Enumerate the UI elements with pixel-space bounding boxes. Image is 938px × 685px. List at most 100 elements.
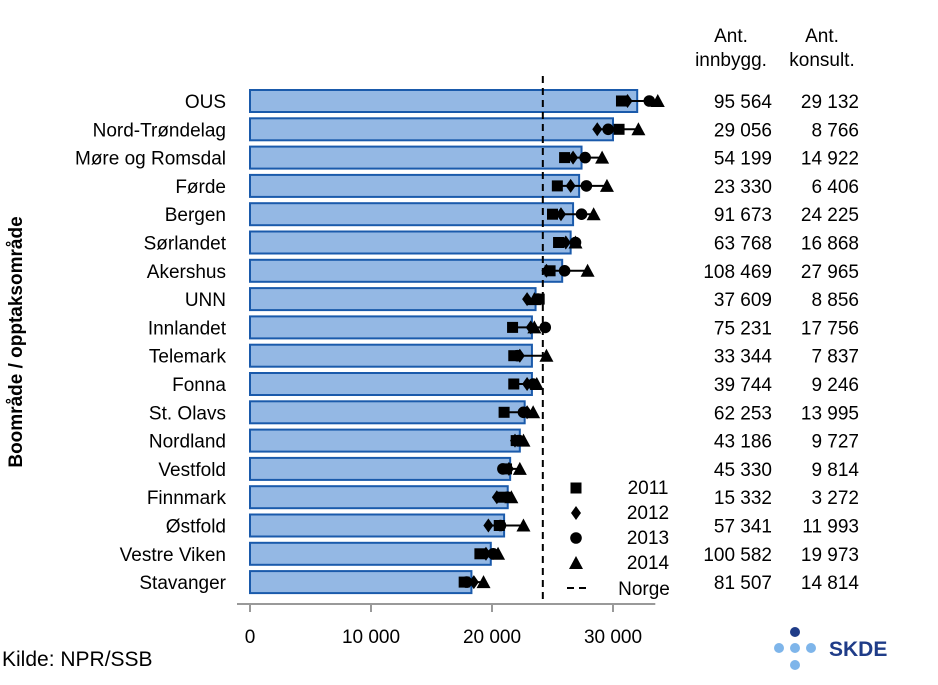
bar — [249, 202, 575, 227]
bar — [249, 485, 509, 510]
innbyggere-value: 91 673 — [714, 205, 772, 226]
bar — [249, 372, 533, 396]
bar — [249, 400, 526, 425]
category-label: Nordland — [149, 432, 226, 453]
category-label: Innlandet — [148, 318, 227, 339]
innbyggere-value: 108 469 — [703, 262, 772, 283]
category-label: Stavanger — [139, 573, 226, 594]
category-label: UNN — [185, 290, 226, 311]
x-axis: 0 10 000 20 000 30 000 — [237, 603, 656, 648]
marker-2012 — [622, 94, 633, 108]
innbyggere-value: 39 744 — [714, 375, 773, 396]
marker-2011 — [551, 180, 563, 192]
marker-2011 — [547, 208, 558, 220]
marker-2013 — [517, 406, 530, 419]
category-label: Møre og Romsdal — [75, 149, 226, 170]
innbyggere-value: 63 768 — [714, 234, 772, 255]
category-label: Østfold — [166, 517, 226, 538]
marker-2012 — [565, 178, 576, 193]
bar — [249, 230, 572, 255]
konsultasjoner-value: 6 406 — [811, 177, 859, 198]
marker-2014 — [529, 377, 544, 390]
category-label: Sørlandet — [144, 234, 227, 255]
logo-dot — [790, 660, 800, 670]
marker-2014 — [527, 320, 542, 334]
innbyggere-value: 54 199 — [714, 149, 772, 170]
category-label: Telemark — [149, 347, 227, 368]
marker-2013 — [580, 180, 593, 192]
innbyggere-value: 37 609 — [714, 290, 772, 311]
category-label: Vestre Viken — [120, 545, 226, 566]
marker-2011 — [498, 406, 510, 418]
konsultasjoner-value: 9 727 — [811, 432, 859, 453]
logo-dot — [806, 643, 816, 653]
marker-2014 — [526, 405, 541, 419]
x-tick-label: 10 000 — [342, 627, 400, 648]
bar — [249, 541, 492, 566]
bar — [249, 117, 614, 142]
marker-2012 — [480, 546, 491, 561]
x-tick-label: 30 000 — [584, 627, 642, 648]
legend-marker-2014 — [569, 556, 583, 569]
konsultasjoner-value: 13 995 — [801, 403, 859, 424]
marker-2012 — [541, 263, 552, 278]
category-label: Finnmark — [147, 488, 227, 509]
innbyggere-value: 62 253 — [714, 403, 772, 424]
marker-2013 — [602, 123, 614, 136]
bar — [249, 287, 537, 312]
marker-2013 — [539, 321, 552, 334]
logo-dot — [774, 643, 784, 653]
marker-2011 — [613, 123, 625, 135]
marker-2012 — [555, 207, 566, 222]
marker-2014 — [476, 575, 491, 589]
bars-group — [249, 89, 639, 595]
marker-2013 — [460, 576, 473, 588]
bar — [249, 456, 512, 481]
category-label: Førde — [175, 177, 226, 198]
header-innbyggere: innbygg. — [695, 50, 767, 71]
bar — [249, 343, 533, 368]
logo-dot — [790, 627, 800, 637]
marker-2011 — [507, 321, 519, 333]
legend-marker-2013 — [570, 532, 582, 544]
marker-2014 — [650, 94, 665, 107]
innbyggere-value: 75 231 — [714, 318, 772, 339]
marker-2012 — [560, 235, 571, 250]
marker-2012 — [483, 518, 494, 533]
marker-2014 — [631, 122, 646, 136]
header-innbyggere: Ant. — [714, 26, 748, 47]
marker-2012 — [592, 122, 603, 137]
marker-2011 — [559, 152, 571, 164]
innbyggere-value: 95 564 — [714, 92, 773, 113]
marker-2011 — [508, 378, 520, 390]
marker-2013 — [575, 208, 588, 220]
category-label: Akershus — [147, 262, 226, 283]
marker-2012 — [468, 575, 479, 590]
bar — [249, 89, 639, 113]
marker-2014 — [580, 263, 595, 277]
logo-text: SKDE — [829, 638, 887, 661]
bar — [249, 570, 473, 595]
legend-label-2013: 2013 — [627, 528, 669, 549]
innbyggere-value: 100 582 — [703, 545, 772, 566]
marker-2013 — [494, 519, 507, 532]
innbyggere-value: 33 344 — [714, 347, 773, 368]
source-text: Kilde: NPR/SSB — [2, 648, 153, 671]
innbyggere-value: 81 507 — [714, 573, 772, 594]
marker-2013 — [558, 265, 571, 277]
marker-2013 — [579, 151, 591, 164]
konsultasjoner-value: 19 973 — [801, 545, 859, 566]
legend-label-2014: 2014 — [627, 553, 670, 574]
konsultasjoner-value: 29 132 — [801, 92, 859, 113]
marker-2014 — [595, 150, 610, 164]
category-label: Bergen — [165, 205, 226, 226]
marker-2014 — [539, 348, 554, 362]
legend-marker-2011 — [570, 482, 582, 494]
markers-group — [458, 94, 665, 590]
legend-label-2011: 2011 — [628, 478, 669, 499]
x-tick-label: 0 — [245, 627, 256, 648]
marker-2014 — [599, 178, 614, 192]
y-axis-label: Boområde / opptaksområde — [6, 216, 27, 467]
category-label: Nord-Trøndelag — [93, 120, 226, 141]
